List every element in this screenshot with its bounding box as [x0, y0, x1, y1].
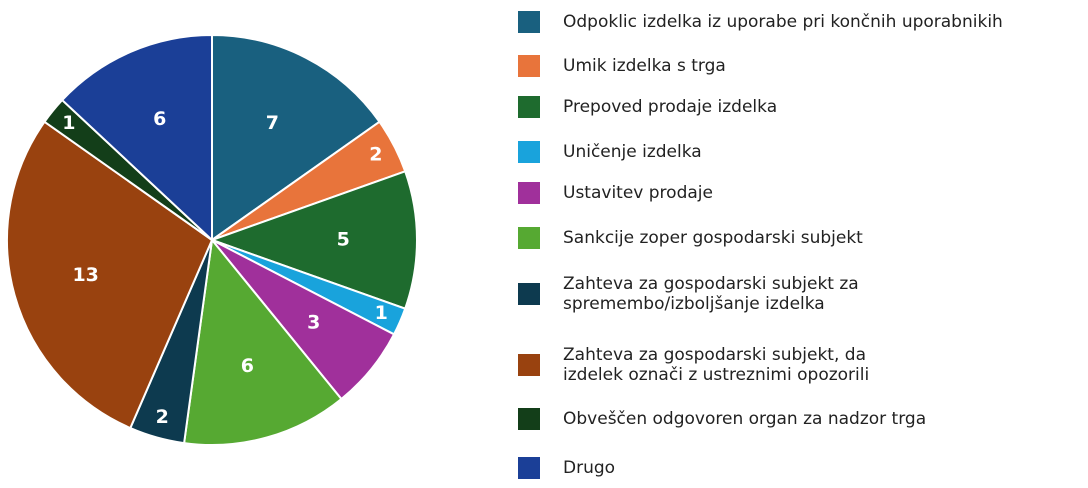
pie-slice: [60, 33, 213, 243]
legend-label: Uničenje izdelka: [563, 142, 702, 162]
slice-label: 5: [337, 229, 350, 251]
legend-label: Sankcije zoper gospodarski subjekt: [563, 228, 863, 248]
legend-label: Drugo: [563, 458, 616, 478]
legend-item: Zahteva za gospodarski subjekt, da izdel…: [518, 345, 1088, 385]
pie-slice: [211, 33, 381, 242]
legend-swatch: [518, 55, 540, 77]
legend-item: Prepoved prodaje izdelka: [518, 87, 1088, 127]
legend-item: Obveščen odgovoren organ za nadzor trga: [518, 399, 1088, 439]
legend-swatch: [518, 457, 540, 479]
legend-label: Zahteva za gospodarski subjekt, da izdel…: [563, 345, 870, 385]
legend-swatch: [518, 354, 540, 376]
legend-swatch: [518, 182, 540, 204]
pie-slice: [182, 237, 343, 446]
legend-swatch: [518, 11, 540, 33]
legend-item: Umik izdelka s trga: [518, 46, 1088, 86]
legend-swatch: [518, 227, 540, 249]
legend-swatch: [518, 408, 540, 430]
legend-swatch: [518, 96, 540, 118]
legend-item: Zahteva za gospodarski subjekt za spreme…: [518, 274, 1088, 314]
legend-swatch: [518, 141, 540, 163]
slice-label: 7: [266, 112, 279, 134]
slice-label: 3: [307, 311, 320, 333]
legend-label: Odpoklic izdelka iz uporabe pri končnih …: [563, 12, 1003, 32]
legend-item: Uničenje izdelka: [518, 132, 1088, 172]
legend-item: Sankcije zoper gospodarski subjekt: [518, 218, 1088, 258]
legend-item: Odpoklic izdelka iz uporabe pri končnih …: [518, 2, 1088, 42]
legend-item: Drugo: [518, 448, 1088, 488]
legend-label: Umik izdelka s trga: [563, 56, 726, 76]
legend-label: Obveščen odgovoren organ za nadzor trga: [563, 409, 927, 429]
legend-swatch: [518, 283, 540, 305]
slice-label: 1: [62, 112, 75, 134]
slice-label: 6: [153, 108, 166, 130]
slice-label: 1: [375, 302, 388, 324]
pie-slice: [209, 170, 418, 310]
legend-label: Zahteva za gospodarski subjekt za spreme…: [563, 274, 859, 314]
legend-label: Prepoved prodaje izdelka: [563, 97, 778, 117]
pie-slice: [6, 120, 214, 430]
slice-label: 2: [369, 144, 382, 166]
slice-label: 13: [72, 264, 98, 286]
legend-label: Ustavitev prodaje: [563, 183, 713, 203]
slice-label: 2: [156, 406, 169, 428]
slice-label: 6: [241, 355, 254, 377]
legend-item: Ustavitev prodaje: [518, 173, 1088, 213]
